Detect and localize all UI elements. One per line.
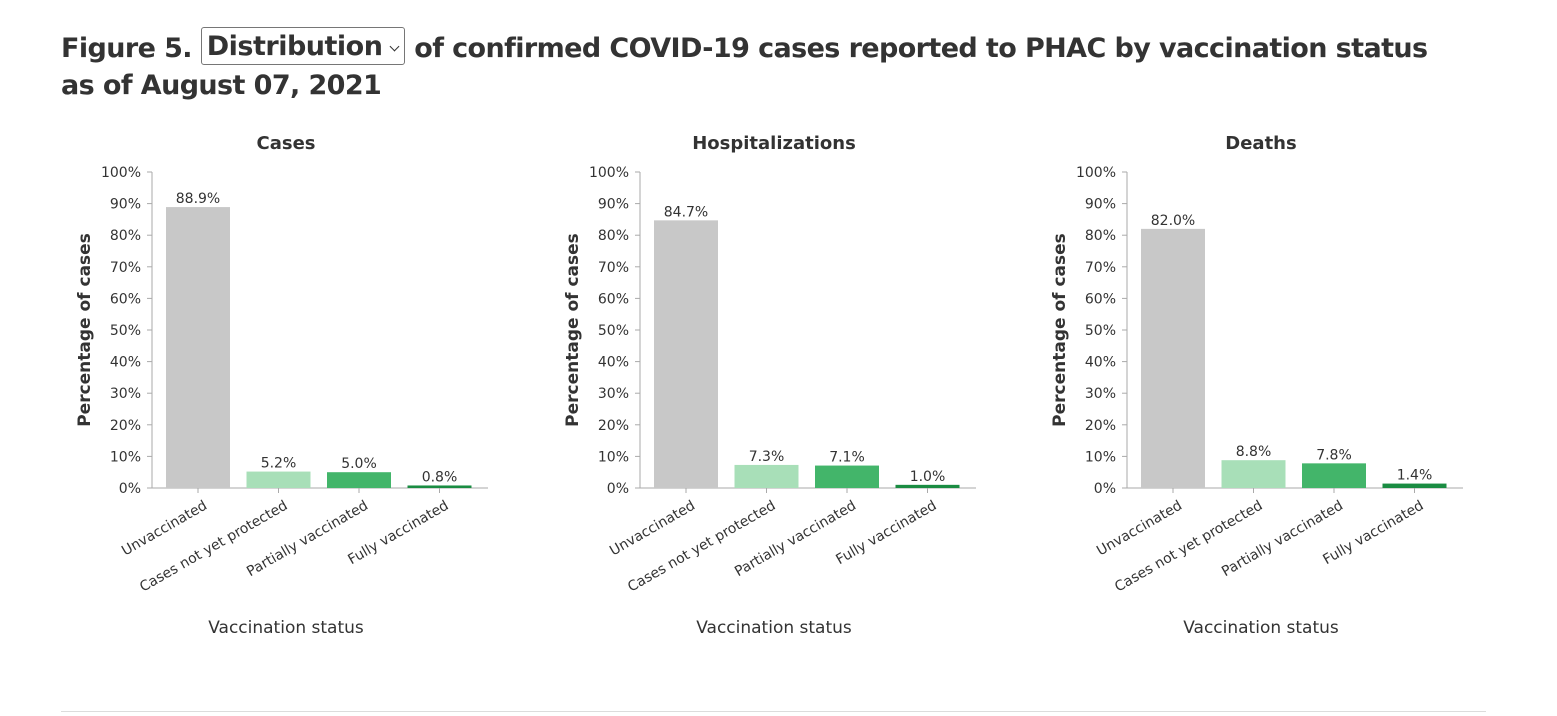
bar-value-label: 5.0% <box>341 456 377 472</box>
y-tick-label: 40% <box>110 355 141 371</box>
bar-value-label: 5.2% <box>261 456 297 472</box>
chart-cases: Cases 0% 10% 20% 30% 40% 50% 60% 70% 80% 90% 100% Pe… <box>75 133 488 638</box>
x-axis-label: Vaccination status <box>1183 618 1339 638</box>
measure-select[interactable]: Distribution <box>200 27 406 65</box>
chart-deaths: Deaths 0% 10% 20% 30% 40% 50% 60% 70% 80% 90% 100% P… <box>1050 133 1463 638</box>
y-tick-label: 20% <box>110 418 141 434</box>
bar-3 <box>407 485 472 488</box>
y-tick-label: 90% <box>598 197 629 213</box>
y-axis-label: Percentage of cases <box>1050 233 1070 427</box>
y-tick-label: 90% <box>110 197 141 213</box>
x-tick-label: Cases not yet protected <box>1112 498 1265 596</box>
bar-1 <box>1221 460 1286 488</box>
y-tick-label: 50% <box>1085 323 1116 339</box>
section-divider <box>61 711 1486 712</box>
bar-0 <box>1141 228 1205 488</box>
figure-title-text: of confirmed COVID-19 cases reported to … <box>61 33 1428 101</box>
y-tick-label: 60% <box>1085 291 1116 307</box>
y-tick-label: 80% <box>110 228 141 244</box>
y-tick-label: 60% <box>110 291 141 307</box>
figure-label: Figure 5. <box>61 33 193 64</box>
chart-hospitalizations: Hospitalizations 0% 10% 20% 30% 40% 50% 60% 70% 8… <box>563 133 976 638</box>
bar-value-label: 1.0% <box>910 469 946 485</box>
y-tick-label: 70% <box>110 260 141 276</box>
bar-3 <box>895 484 960 488</box>
y-tick-label: 40% <box>1085 355 1116 371</box>
y-tick-label: 40% <box>598 355 629 371</box>
bar-2 <box>815 465 879 488</box>
bar-0 <box>166 207 230 489</box>
bar-value-label: 1.4% <box>1397 468 1433 484</box>
y-tick-label: 60% <box>598 291 629 307</box>
y-tick-label: 70% <box>598 260 629 276</box>
bar-1 <box>734 464 799 488</box>
y-tick-label: 100% <box>101 165 141 181</box>
figure-title: Figure 5. Distribution of confirmed COVI… <box>61 27 1461 104</box>
bar-value-label: 0.8% <box>422 469 458 485</box>
chart-title: Deaths <box>1225 133 1296 154</box>
x-axis-label: Vaccination status <box>208 618 364 638</box>
y-tick-label: 10% <box>110 449 141 465</box>
y-tick-label: 100% <box>1076 165 1116 181</box>
y-axis-label: Percentage of cases <box>563 233 583 427</box>
y-axis-label: Percentage of cases <box>75 233 95 427</box>
x-tick-label: Cases not yet protected <box>137 498 290 596</box>
bar-value-label: 88.9% <box>176 191 220 207</box>
y-tick-label: 70% <box>1085 260 1116 276</box>
y-tick-label: 50% <box>110 323 141 339</box>
y-tick-label: 20% <box>1085 418 1116 434</box>
bar-1 <box>246 471 311 488</box>
bar-value-label: 84.7% <box>664 204 708 220</box>
bar-2 <box>327 472 391 488</box>
bar-value-label: 8.8% <box>1236 444 1272 460</box>
y-tick-label: 0% <box>1094 481 1116 497</box>
bar-0 <box>654 220 718 488</box>
y-tick-label: 80% <box>598 228 629 244</box>
y-tick-label: 10% <box>598 449 629 465</box>
y-tick-label: 20% <box>598 418 629 434</box>
chart-title: Cases <box>257 133 316 154</box>
y-tick-label: 30% <box>1085 386 1116 402</box>
bar-value-label: 7.1% <box>829 450 865 466</box>
measure-select-value: Distribution <box>206 31 383 62</box>
y-tick-label: 0% <box>607 481 629 497</box>
x-axis-label: Vaccination status <box>696 618 852 638</box>
y-tick-label: 30% <box>110 386 141 402</box>
y-tick-label: 90% <box>1085 197 1116 213</box>
x-tick-label: Cases not yet protected <box>625 498 778 596</box>
y-tick-label: 30% <box>598 386 629 402</box>
y-tick-label: 10% <box>1085 449 1116 465</box>
bar-3 <box>1382 483 1447 488</box>
y-tick-label: 80% <box>1085 228 1116 244</box>
bar-value-label: 7.8% <box>1316 447 1352 463</box>
bar-2 <box>1302 463 1366 488</box>
bar-value-label: 82.0% <box>1151 213 1195 229</box>
bar-value-label: 7.3% <box>749 449 785 465</box>
chart-title: Hospitalizations <box>692 133 856 154</box>
y-tick-label: 50% <box>598 323 629 339</box>
y-tick-label: 100% <box>589 165 629 181</box>
y-tick-label: 0% <box>119 481 141 497</box>
